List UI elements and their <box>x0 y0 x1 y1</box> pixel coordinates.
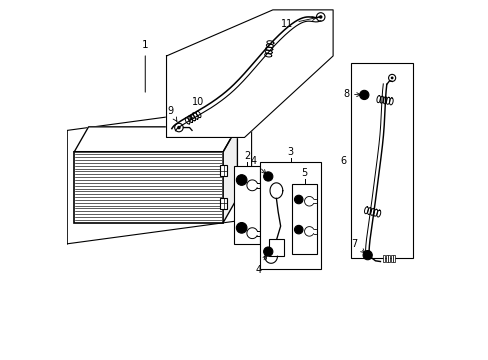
Text: 7: 7 <box>350 239 364 253</box>
Text: 1: 1 <box>142 40 148 92</box>
Text: 3: 3 <box>287 147 293 157</box>
Circle shape <box>265 249 270 254</box>
Bar <box>219 198 227 209</box>
Bar <box>390 255 392 261</box>
Bar <box>387 255 389 261</box>
Bar <box>292 184 317 255</box>
Bar <box>392 255 394 261</box>
Circle shape <box>263 247 272 256</box>
Bar <box>350 63 412 258</box>
Text: 9: 9 <box>167 106 177 121</box>
Text: 5: 5 <box>301 168 307 178</box>
Circle shape <box>362 251 371 260</box>
Circle shape <box>296 198 300 201</box>
Text: 10: 10 <box>189 97 203 120</box>
Bar <box>74 152 223 222</box>
Polygon shape <box>67 105 251 244</box>
Circle shape <box>236 175 246 185</box>
Circle shape <box>177 126 181 129</box>
Bar <box>385 255 387 261</box>
Bar <box>219 166 227 176</box>
Polygon shape <box>74 127 237 152</box>
Text: 6: 6 <box>340 156 346 166</box>
Circle shape <box>265 174 270 179</box>
Circle shape <box>359 90 368 100</box>
Circle shape <box>296 228 300 231</box>
Text: 8: 8 <box>342 89 360 99</box>
Bar <box>383 255 385 261</box>
Bar <box>269 239 284 256</box>
Bar <box>260 162 320 269</box>
Circle shape <box>362 93 366 97</box>
Text: 11: 11 <box>281 17 315 29</box>
Circle shape <box>239 225 244 230</box>
Circle shape <box>236 222 246 233</box>
Polygon shape <box>166 10 332 138</box>
Circle shape <box>318 15 322 19</box>
Circle shape <box>294 195 303 204</box>
Bar <box>233 166 260 244</box>
Text: 4: 4 <box>250 156 265 174</box>
Circle shape <box>294 225 303 234</box>
Polygon shape <box>223 127 237 222</box>
Text: 2: 2 <box>244 150 250 161</box>
Circle shape <box>263 172 272 181</box>
Circle shape <box>365 253 369 257</box>
Circle shape <box>239 177 244 183</box>
Text: 4: 4 <box>255 255 266 275</box>
Circle shape <box>390 77 393 79</box>
